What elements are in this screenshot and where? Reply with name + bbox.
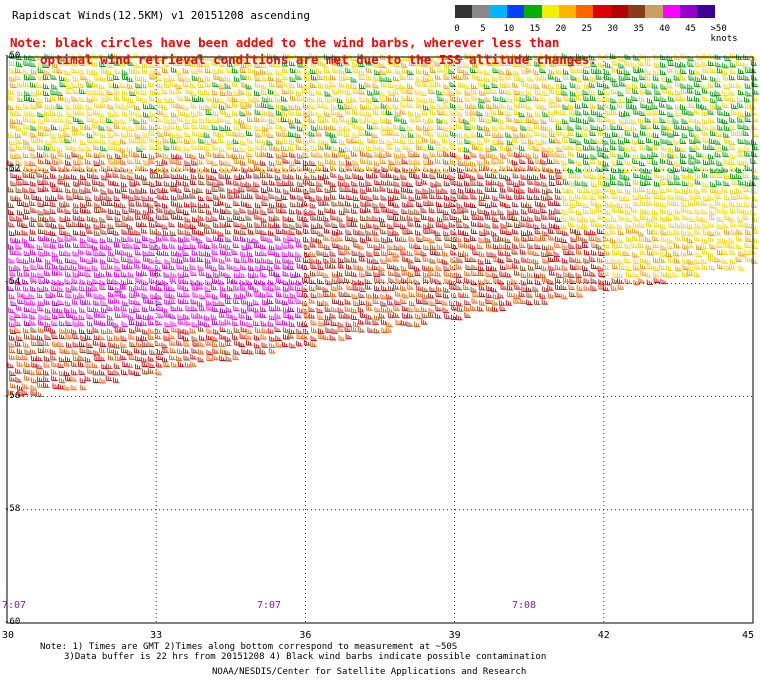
scale-tick-label: 30 bbox=[607, 24, 619, 34]
latitude-label: -58 bbox=[4, 503, 21, 514]
footer-note-2: 3)Data buffer is 22 hrs from 20151208 4)… bbox=[64, 652, 547, 662]
map-title: Rapidscat Winds(12.5KM) v1 20151208 asce… bbox=[12, 9, 311, 22]
scale-swatch bbox=[610, 5, 629, 18]
latitude-label: -60 bbox=[4, 617, 21, 627]
scale-swatch bbox=[558, 5, 577, 18]
scale-tick-label: 35 bbox=[633, 24, 645, 34]
scale-tick-label: 10 bbox=[503, 24, 515, 34]
latitude-label: -56 bbox=[4, 390, 21, 401]
scale-swatch bbox=[524, 5, 542, 18]
longitude-label: 36 bbox=[299, 630, 312, 641]
scale-tick-label: 15 bbox=[529, 24, 541, 34]
time-label-3: 7:08 bbox=[512, 600, 537, 611]
scale-tick-label: 25 bbox=[581, 24, 593, 34]
note-line-1: Note: black circles have been added to t… bbox=[10, 35, 560, 50]
footer-note-1: Note: 1) Times are GMT 2)Times along bot… bbox=[40, 642, 458, 652]
latitude-label: -54 bbox=[4, 277, 21, 288]
longitude-label: 45 bbox=[741, 630, 755, 641]
time-label-1: 7:07 bbox=[2, 600, 27, 611]
altitude-note: Note: black circles have been added to t… bbox=[10, 34, 597, 68]
scale-tick-label: 45 bbox=[685, 24, 696, 34]
scale-tick-label: 20 bbox=[555, 24, 567, 34]
scale-tick-label: 0 bbox=[454, 24, 460, 34]
scale-swatch bbox=[645, 5, 664, 18]
scale-swatch bbox=[541, 5, 560, 18]
scale-swatch bbox=[576, 5, 594, 18]
plot-frame bbox=[6, 56, 754, 624]
scale-tick-label: 5 bbox=[480, 24, 486, 34]
scale-swatch bbox=[697, 5, 715, 18]
scale-swatch bbox=[662, 5, 681, 18]
longitude-label: 30 bbox=[1, 630, 15, 641]
time-label-2: 7:07 bbox=[257, 600, 282, 611]
scale-swatch bbox=[489, 5, 508, 18]
scale-swatch bbox=[679, 5, 698, 18]
wind-barbs-layer bbox=[7, 53, 759, 397]
scale-tick-label: >50 knots bbox=[710, 24, 738, 44]
latitude-label: -52 bbox=[4, 164, 21, 175]
footer-credit: NOAA/NESDIS/Center for Satellite Applica… bbox=[212, 667, 527, 677]
scale-swatch bbox=[506, 5, 525, 18]
scale-swatch bbox=[593, 5, 612, 18]
scale-swatch bbox=[455, 5, 473, 18]
longitude-label: 39 bbox=[448, 630, 461, 641]
longitude-label: 42 bbox=[597, 630, 610, 641]
scale-swatch bbox=[472, 5, 491, 18]
scale-swatch bbox=[628, 5, 646, 18]
note-line-2: optimal wind retrieval conditions are me… bbox=[40, 52, 597, 67]
scale-tick-label: 40 bbox=[659, 24, 671, 34]
longitude-label: 33 bbox=[150, 630, 163, 641]
latitude-label: -50 bbox=[4, 51, 21, 61]
